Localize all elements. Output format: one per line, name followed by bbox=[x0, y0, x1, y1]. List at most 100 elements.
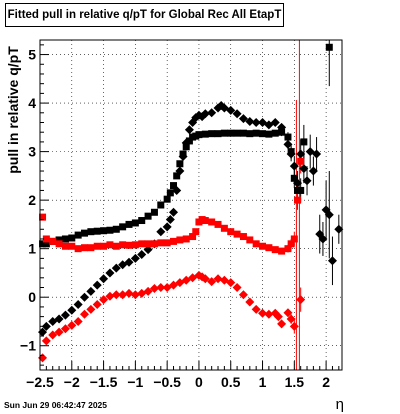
marker-square bbox=[81, 244, 89, 252]
marker-diamond bbox=[251, 118, 261, 127]
marker-square bbox=[195, 131, 203, 139]
marker-diamond bbox=[200, 109, 210, 119]
axis-ticks bbox=[39, 44, 340, 370]
marker-diamond bbox=[111, 290, 121, 300]
marker-diamond bbox=[80, 292, 90, 302]
marker-diamond bbox=[67, 305, 77, 315]
marker-square bbox=[42, 235, 50, 243]
marker-diamond bbox=[54, 314, 64, 324]
x-tick-label: 1.5 bbox=[285, 374, 305, 390]
marker-diamond bbox=[318, 234, 328, 244]
marker-diamond bbox=[149, 283, 159, 293]
marker-square bbox=[157, 239, 165, 247]
marker-square bbox=[201, 217, 209, 225]
marker-diamond bbox=[258, 308, 268, 318]
marker-square bbox=[297, 186, 305, 194]
x-axis-label: η bbox=[335, 396, 344, 413]
marker-square bbox=[93, 227, 101, 235]
marker-square bbox=[233, 230, 241, 238]
marker-square bbox=[68, 242, 76, 250]
marker-diamond bbox=[238, 114, 248, 124]
marker-square bbox=[271, 129, 279, 137]
marker-diamond bbox=[273, 312, 283, 322]
marker-square bbox=[39, 213, 47, 221]
marker-square bbox=[185, 137, 193, 145]
marker-square bbox=[55, 236, 63, 244]
marker-square bbox=[150, 240, 158, 248]
marker-square bbox=[87, 244, 95, 252]
marker-diamond bbox=[286, 149, 296, 159]
marker-diamond bbox=[143, 286, 153, 296]
marker-diamond bbox=[296, 295, 306, 305]
marker-diamond bbox=[48, 330, 58, 340]
marker-square bbox=[100, 242, 108, 250]
marker-square bbox=[61, 235, 69, 243]
marker-diamond bbox=[312, 149, 322, 159]
marker-square bbox=[284, 245, 292, 253]
marker-diamond bbox=[232, 283, 242, 292]
x-tick-label: −2.5 bbox=[26, 374, 54, 390]
y-tick-label: 2 bbox=[28, 192, 36, 208]
marker-square bbox=[119, 241, 127, 249]
marker-diamond bbox=[178, 151, 188, 161]
marker-diamond bbox=[41, 336, 51, 346]
data-markers bbox=[38, 43, 344, 363]
marker-square bbox=[112, 225, 120, 233]
marker-square bbox=[239, 129, 247, 137]
marker-square bbox=[61, 242, 69, 250]
marker-diamond bbox=[226, 278, 236, 288]
marker-diamond bbox=[283, 139, 293, 149]
marker-square bbox=[259, 242, 267, 250]
marker-diamond bbox=[165, 215, 175, 225]
marker-diamond bbox=[92, 280, 102, 290]
marker-diamond bbox=[86, 304, 96, 314]
marker-square bbox=[112, 242, 120, 250]
marker-square bbox=[214, 220, 222, 228]
marker-diamond bbox=[38, 353, 48, 363]
x-tick-label: −1.5 bbox=[90, 374, 118, 390]
marker-square bbox=[166, 189, 174, 197]
marker-diamond bbox=[54, 327, 64, 337]
marker-diamond bbox=[277, 319, 287, 329]
marker-square bbox=[81, 229, 89, 237]
marker-diamond bbox=[172, 185, 182, 195]
marker-diamond bbox=[124, 257, 134, 267]
y-tick-label: 0 bbox=[28, 289, 36, 305]
marker-diamond bbox=[86, 286, 96, 296]
marker-square bbox=[176, 160, 184, 168]
marker-square bbox=[131, 241, 139, 249]
marker-diamond bbox=[41, 321, 51, 331]
marker-square bbox=[265, 130, 273, 138]
marker-diamond bbox=[270, 118, 280, 127]
marker-square bbox=[208, 130, 216, 138]
marker-square bbox=[74, 245, 82, 253]
marker-diamond bbox=[156, 227, 166, 237]
marker-diamond bbox=[92, 299, 102, 309]
marker-diamond bbox=[130, 290, 140, 300]
marker-square bbox=[259, 130, 267, 138]
marker-diamond bbox=[327, 256, 337, 266]
marker-square bbox=[252, 240, 260, 248]
marker-diamond bbox=[99, 295, 109, 305]
marker-diamond bbox=[299, 164, 309, 174]
marker-diamond bbox=[226, 105, 236, 115]
marker-square bbox=[239, 233, 247, 241]
marker-square bbox=[297, 157, 305, 165]
x-tick-label: −2 bbox=[64, 374, 80, 390]
marker-diamond bbox=[232, 109, 242, 119]
marker-diamond bbox=[213, 274, 223, 284]
marker-square bbox=[271, 246, 279, 254]
marker-square bbox=[192, 228, 200, 236]
marker-diamond bbox=[277, 122, 287, 132]
chart-title: Fitted pull in relative q/pT for Global … bbox=[5, 3, 284, 27]
marker-diamond bbox=[296, 149, 306, 159]
marker-diamond bbox=[324, 210, 334, 220]
marker-square bbox=[325, 43, 333, 51]
marker-square bbox=[278, 247, 286, 255]
marker-square bbox=[144, 212, 152, 220]
marker-diamond bbox=[181, 138, 191, 148]
marker-square bbox=[220, 129, 228, 137]
y-tick-label: 5 bbox=[28, 47, 36, 63]
x-tick-label: 1 bbox=[259, 374, 267, 390]
marker-square bbox=[55, 240, 63, 248]
